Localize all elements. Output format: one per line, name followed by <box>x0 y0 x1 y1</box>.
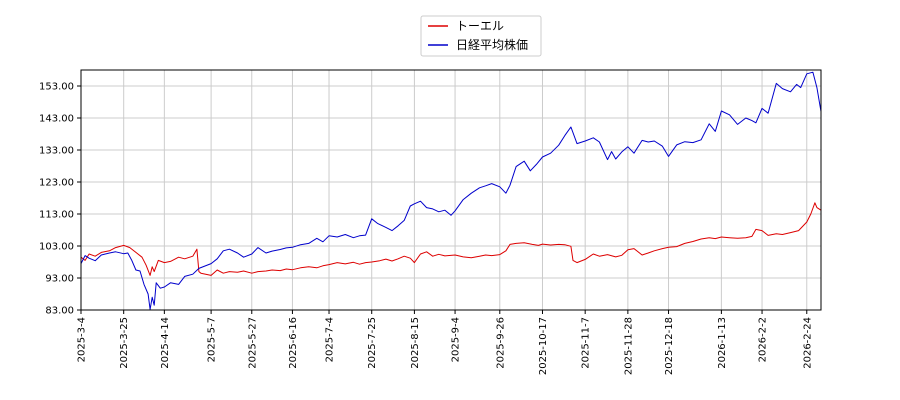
y-tick-label: 153.00 <box>39 82 74 93</box>
legend-label-nikkei: 日経平均株価 <box>456 37 528 52</box>
x-tick-label: 2026-1-13 <box>717 317 728 369</box>
y-tick-label: 103.00 <box>39 242 74 253</box>
series-line-toel <box>80 202 822 276</box>
series-line-nikkei <box>80 71 822 310</box>
x-tick-label: 2026-2-24 <box>802 317 813 369</box>
x-tick-label: 2025-3-4 <box>77 317 88 362</box>
x-tick-label: 2025-10-17 <box>538 317 549 375</box>
x-tick-label: 2025-3-25 <box>119 317 130 369</box>
x-tick-label: 2025-6-16 <box>288 317 299 369</box>
x-tick-label: 2025-9-4 <box>451 317 462 362</box>
x-tick-label: 2025-4-14 <box>160 317 171 369</box>
legend-label-toel: トーエル <box>456 19 504 33</box>
x-tick-label: 2025-5-7 <box>207 317 218 362</box>
x-tick-label: 2025-11-7 <box>581 317 592 369</box>
y-tick-label: 123.00 <box>39 178 74 189</box>
y-tick-label: 113.00 <box>39 210 74 221</box>
x-tick-label: 2025-8-15 <box>410 317 421 369</box>
y-tick-label: 133.00 <box>39 146 74 157</box>
x-tick-label: 2025-11-28 <box>623 317 634 375</box>
legend-box <box>420 15 542 57</box>
legend: トーエル 日経平均株価 <box>420 15 542 57</box>
y-tick-label: 83.00 <box>45 306 74 317</box>
series-lines <box>80 71 822 310</box>
x-tick-label: 2025-5-27 <box>247 317 258 369</box>
y-tick-label: 143.00 <box>39 114 74 125</box>
x-tick-label: 2025-7-4 <box>325 317 336 362</box>
x-tick-label: 2025-12-18 <box>664 317 675 375</box>
y-axis: 83.00 93.00 103.00 113.00 123.00 133.00 143.00… <box>39 82 81 317</box>
plot-frame <box>80 69 822 311</box>
y-tick-label: 93.00 <box>45 274 74 285</box>
x-tick-label: 2025-9-26 <box>495 317 506 369</box>
x-tick-label: 2026-2-2 <box>758 317 769 362</box>
x-axis: 2025-3-4 2025-3-25 2025-4-14 2025-5-7 2025-5… <box>77 310 813 375</box>
x-tick-label: 2025-7-25 <box>367 317 378 369</box>
